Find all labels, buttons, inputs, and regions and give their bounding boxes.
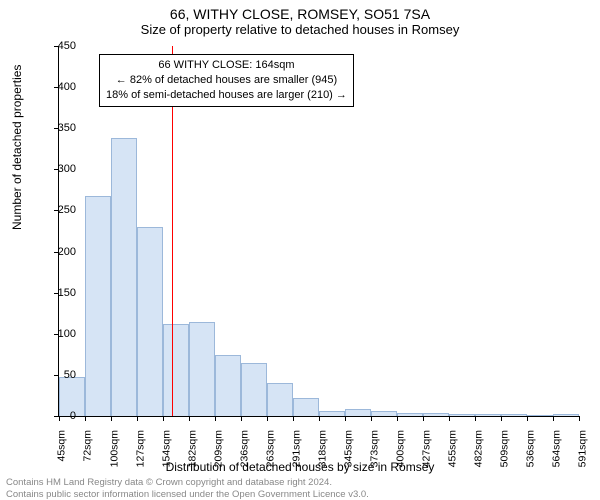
page-title: 66, WITHY CLOSE, ROMSEY, SO51 7SA bbox=[0, 0, 600, 22]
x-tick-label: 236sqm bbox=[238, 430, 250, 467]
x-tick-label: 154sqm bbox=[160, 430, 172, 467]
histogram-bar bbox=[397, 413, 423, 416]
x-tick-label: 591sqm bbox=[576, 430, 588, 467]
footer-line-2: Contains public sector information licen… bbox=[6, 489, 594, 500]
x-tick-mark bbox=[527, 416, 528, 421]
histogram-bar bbox=[111, 138, 137, 416]
page-subtitle: Size of property relative to detached ho… bbox=[0, 22, 600, 37]
x-tick-mark bbox=[241, 416, 242, 421]
x-tick-mark bbox=[475, 416, 476, 421]
chart-plot-area: 66 WITHY CLOSE: 164sqm← 82% of detached … bbox=[58, 46, 579, 417]
x-tick-label: 209sqm bbox=[212, 430, 224, 467]
x-tick-label: 400sqm bbox=[394, 430, 406, 467]
histogram-bar bbox=[137, 227, 163, 416]
x-tick-label: 291sqm bbox=[290, 430, 302, 467]
x-tick-label: 345sqm bbox=[342, 430, 354, 467]
annotation-box: 66 WITHY CLOSE: 164sqm← 82% of detached … bbox=[99, 54, 354, 107]
histogram-bar bbox=[85, 196, 111, 416]
histogram-bar bbox=[267, 383, 293, 416]
y-tick-label: 250 bbox=[58, 204, 76, 216]
histogram-bar bbox=[475, 414, 501, 416]
histogram-bar bbox=[163, 324, 189, 416]
chart-container: 66, WITHY CLOSE, ROMSEY, SO51 7SA Size o… bbox=[0, 0, 600, 500]
histogram-bar bbox=[501, 414, 527, 416]
x-tick-label: 182sqm bbox=[186, 430, 198, 467]
x-tick-label: 263sqm bbox=[264, 430, 276, 467]
x-tick-mark bbox=[215, 416, 216, 421]
x-tick-label: 564sqm bbox=[550, 430, 562, 467]
histogram-bar bbox=[345, 409, 371, 416]
x-tick-mark bbox=[189, 416, 190, 421]
y-tick-label: 450 bbox=[58, 40, 76, 52]
x-tick-label: 72sqm bbox=[82, 430, 94, 462]
y-tick-label: 100 bbox=[58, 328, 76, 340]
y-tick-label: 400 bbox=[58, 81, 76, 93]
histogram-bar bbox=[553, 414, 579, 416]
x-tick-label: 427sqm bbox=[420, 430, 432, 467]
x-tick-mark bbox=[553, 416, 554, 421]
annotation-line-3: 18% of semi-detached houses are larger (… bbox=[106, 88, 347, 103]
x-tick-mark bbox=[345, 416, 346, 421]
x-tick-mark bbox=[137, 416, 138, 421]
y-tick-label: 150 bbox=[58, 287, 76, 299]
histogram-bar bbox=[189, 322, 215, 416]
x-tick-mark bbox=[501, 416, 502, 421]
y-axis-label: Number of detached properties bbox=[10, 65, 24, 230]
histogram-bar bbox=[423, 413, 449, 416]
x-tick-mark bbox=[293, 416, 294, 421]
x-tick-mark bbox=[423, 416, 424, 421]
x-tick-mark bbox=[59, 416, 60, 421]
x-tick-mark bbox=[111, 416, 112, 421]
x-tick-label: 45sqm bbox=[56, 430, 68, 462]
x-tick-mark bbox=[449, 416, 450, 421]
x-tick-label: 100sqm bbox=[108, 430, 120, 467]
x-tick-mark bbox=[163, 416, 164, 421]
histogram-bar bbox=[241, 363, 267, 416]
x-tick-label: 318sqm bbox=[316, 430, 328, 467]
annotation-line-2: ← 82% of detached houses are smaller (94… bbox=[106, 73, 347, 88]
y-tick-label: 350 bbox=[58, 122, 76, 134]
annotation-line-1: 66 WITHY CLOSE: 164sqm bbox=[106, 58, 347, 73]
x-tick-mark bbox=[397, 416, 398, 421]
x-tick-mark bbox=[371, 416, 372, 421]
y-tick-label: 300 bbox=[58, 163, 76, 175]
histogram-bar bbox=[293, 398, 319, 416]
x-tick-label: 536sqm bbox=[524, 430, 536, 467]
y-tick-label: 50 bbox=[64, 369, 76, 381]
histogram-bar bbox=[215, 355, 241, 416]
x-tick-mark bbox=[85, 416, 86, 421]
x-tick-label: 127sqm bbox=[134, 430, 146, 467]
x-tick-label: 482sqm bbox=[472, 430, 484, 467]
histogram-bar bbox=[449, 414, 475, 416]
x-tick-mark bbox=[319, 416, 320, 421]
x-tick-mark bbox=[579, 416, 580, 421]
y-tick-label: 200 bbox=[58, 246, 76, 258]
x-tick-label: 455sqm bbox=[446, 430, 458, 467]
y-tick-label: 0 bbox=[70, 410, 76, 422]
x-tick-label: 509sqm bbox=[498, 430, 510, 467]
histogram-bar bbox=[319, 411, 345, 416]
footer-line-1: Contains HM Land Registry data © Crown c… bbox=[6, 477, 594, 488]
x-tick-label: 373sqm bbox=[368, 430, 380, 467]
x-tick-mark bbox=[267, 416, 268, 421]
histogram-bar bbox=[371, 411, 397, 416]
histogram-bar bbox=[527, 415, 553, 416]
footer-attribution: Contains HM Land Registry data © Crown c… bbox=[6, 477, 594, 500]
